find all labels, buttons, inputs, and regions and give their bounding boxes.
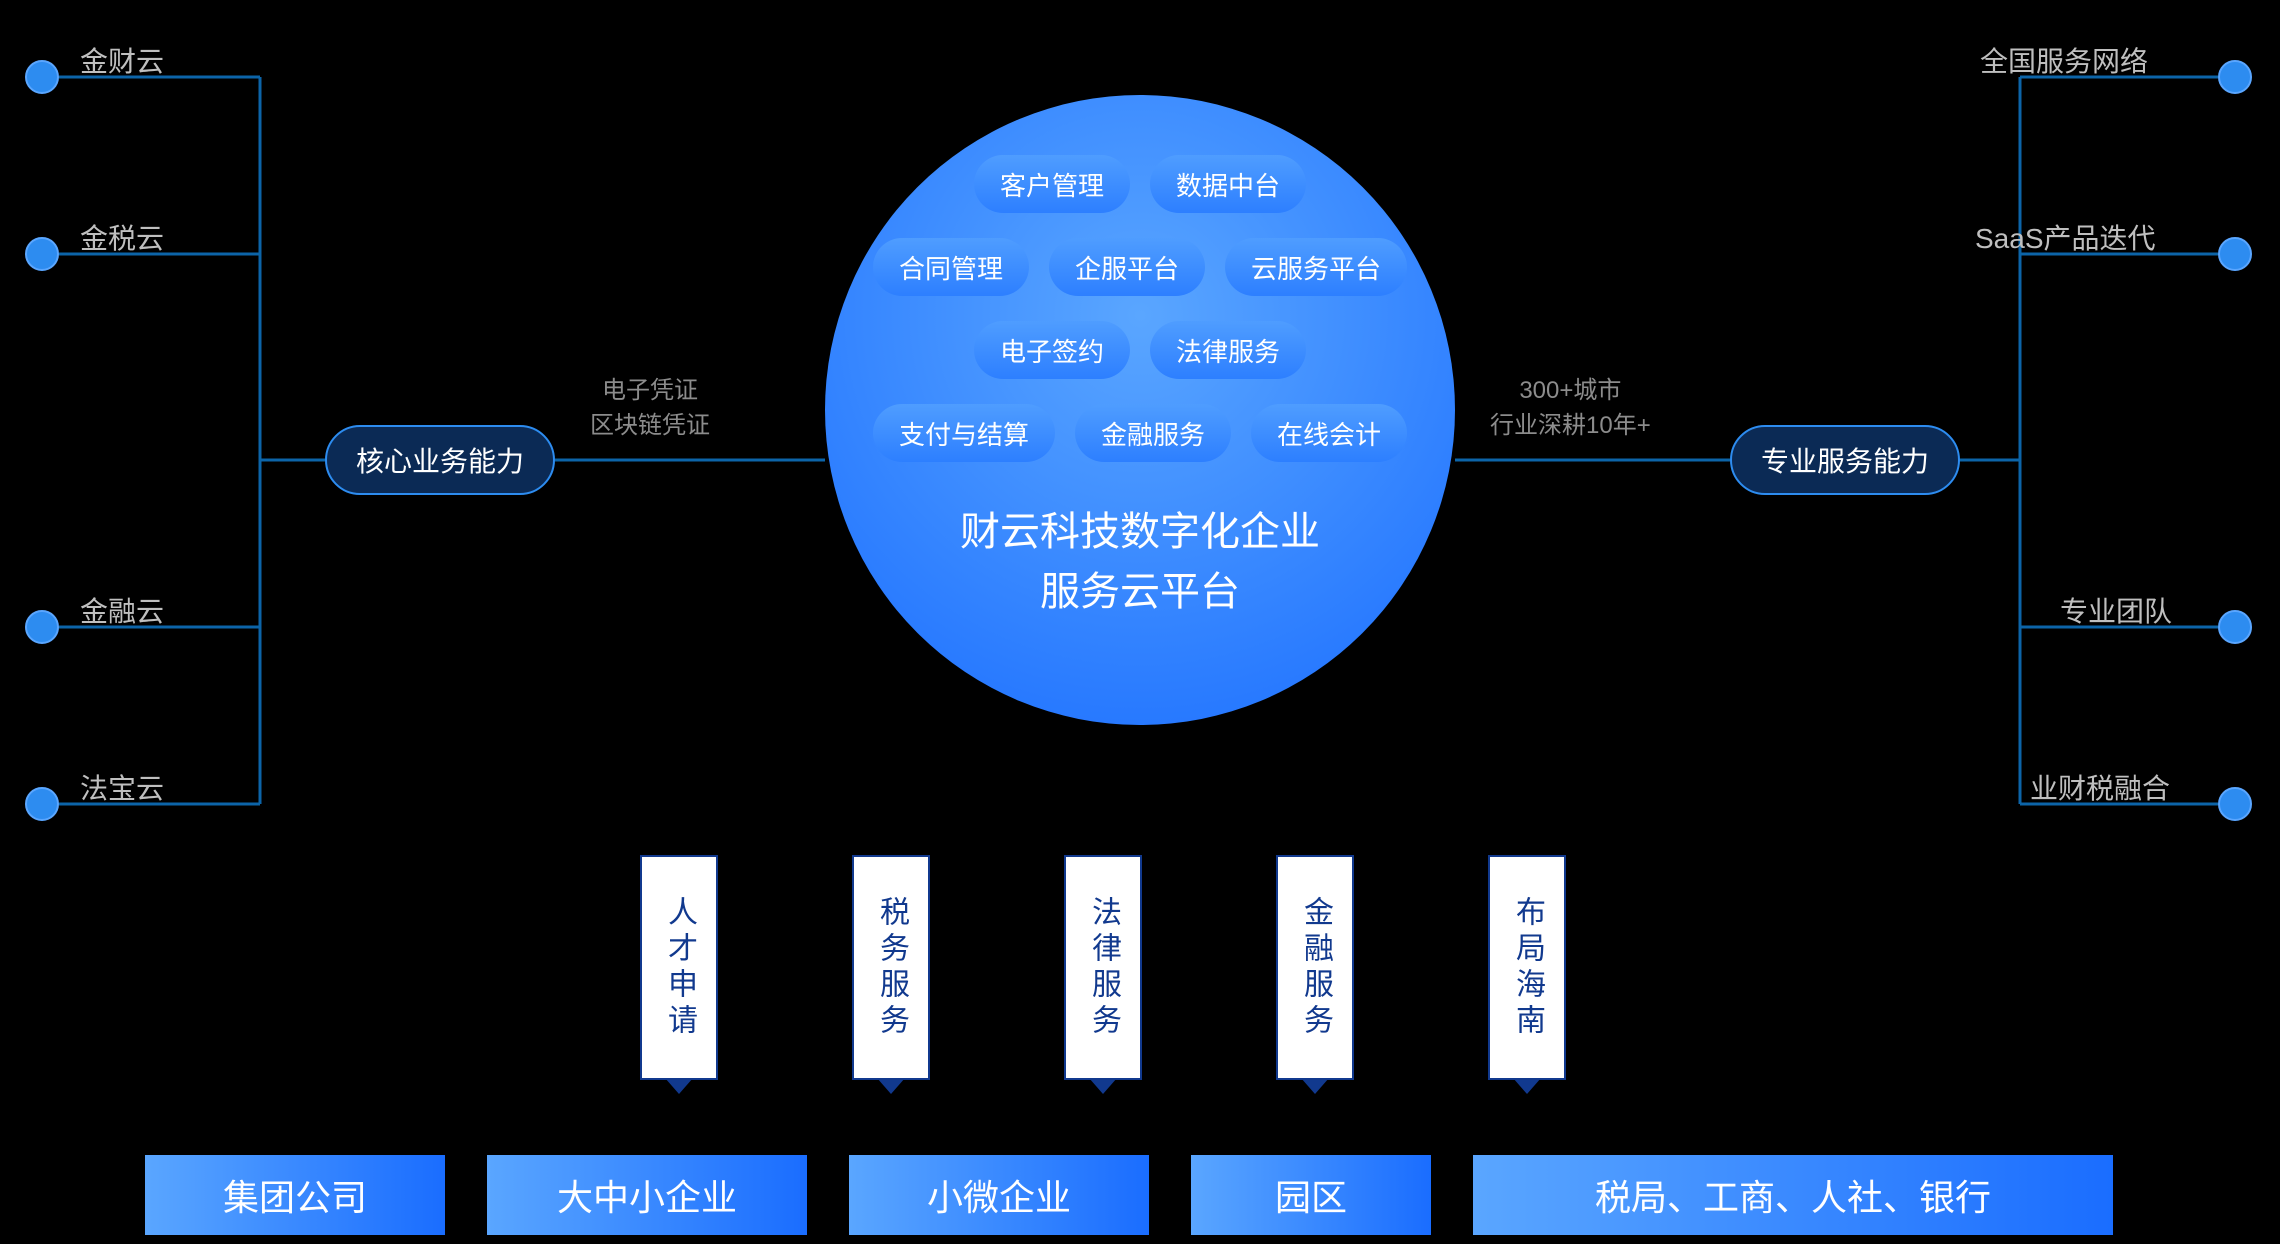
- customer-segment-bar: 大中小企业: [487, 1155, 807, 1235]
- platform-chip: 合同管理: [873, 238, 1029, 296]
- service-vbox: 税务服务: [852, 855, 930, 1080]
- right-hub-note: 300+城市行业深耕10年+: [1490, 370, 1651, 440]
- platform-chip: 数据中台: [1150, 155, 1306, 213]
- platform-chip: 企服平台: [1049, 238, 1205, 296]
- platform-chip: 法律服务: [1150, 321, 1306, 379]
- customer-segment-bar: 集团公司: [145, 1155, 445, 1235]
- left-leaf-label: 法宝云: [80, 767, 164, 807]
- platform-chip: 金融服务: [1075, 404, 1231, 462]
- right-leaf-dot: [2218, 237, 2252, 271]
- platform-chip: 在线会计: [1251, 404, 1407, 462]
- customer-segment-bar: 园区: [1191, 1155, 1431, 1235]
- platform-chip: 电子签约: [974, 321, 1130, 379]
- right-leaf-label: 业财税融合: [2030, 767, 2170, 807]
- service-vbox: 法律服务: [1064, 855, 1142, 1080]
- right-leaf-label: 专业团队: [2060, 590, 2172, 630]
- left-leaf-label: 金财云: [80, 40, 164, 80]
- left-leaf-dot: [25, 787, 59, 821]
- service-vbox: 布局海南: [1488, 855, 1566, 1080]
- customer-segment-bar: 小微企业: [849, 1155, 1149, 1235]
- right-leaf-dot: [2218, 787, 2252, 821]
- platform-chip: 客户管理: [974, 155, 1130, 213]
- left-leaf-dot: [25, 610, 59, 644]
- left-leaf-dot: [25, 60, 59, 94]
- left-leaf-label: 金税云: [80, 217, 164, 257]
- left-leaf-label: 金融云: [80, 590, 164, 630]
- right-leaf-label: SaaS产品迭代: [1975, 217, 2156, 257]
- left-leaf-dot: [25, 237, 59, 271]
- right-hub: 专业服务能力: [1730, 425, 1960, 495]
- right-leaf-label: 全国服务网络: [1980, 40, 2148, 80]
- left-hub: 核心业务能力: [325, 425, 555, 495]
- customer-segment-bar: 税局、工商、人社、银行: [1473, 1155, 2113, 1235]
- right-leaf-dot: [2218, 610, 2252, 644]
- right-leaf-dot: [2218, 60, 2252, 94]
- service-vbox: 金融服务: [1276, 855, 1354, 1080]
- left-hub-note: 电子凭证区块链凭证: [590, 370, 710, 440]
- platform-chip: 云服务平台: [1225, 238, 1407, 296]
- service-vbox: 人才申请: [640, 855, 718, 1080]
- center-title: 财云科技数字化企业服务云平台: [960, 502, 1320, 622]
- center-platform-circle: 客户管理数据中台合同管理企服平台云服务平台电子签约法律服务支付与结算金融服务在线…: [825, 95, 1455, 725]
- platform-chip: 支付与结算: [873, 404, 1055, 462]
